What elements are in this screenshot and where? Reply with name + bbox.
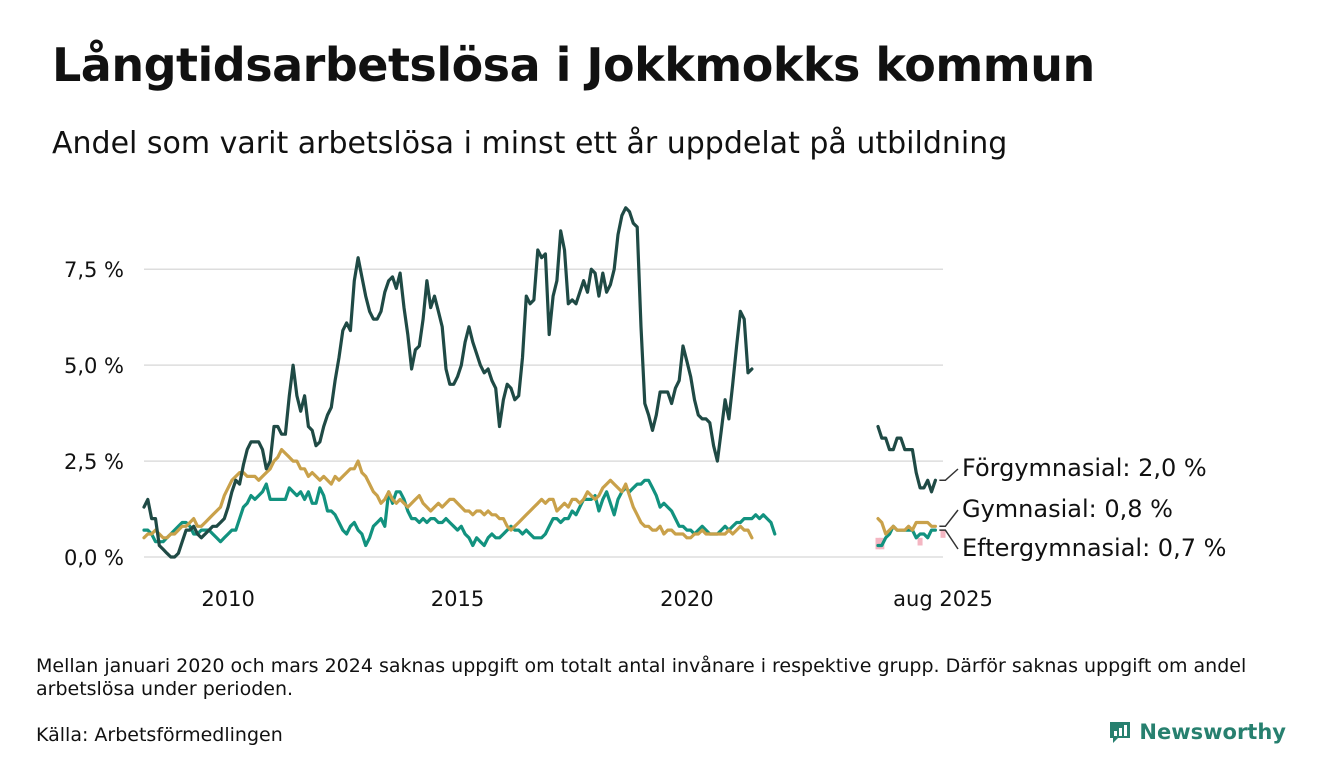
series-end-label: Gymnasial: 0,8 %	[962, 495, 1173, 523]
chart-bubble-icon	[1110, 722, 1131, 743]
source-label: Källa: Arbetsförmedlingen	[36, 724, 283, 746]
y-tick-label: 7,5 %	[64, 258, 124, 282]
newsworthy-logo: Newsworthy	[1107, 716, 1286, 748]
shaded-marker	[875, 537, 881, 550]
series-line-förgymnasial	[876, 424, 938, 494]
x-axis-labels: 2010 2015 2020 aug 2025	[201, 587, 992, 611]
series-line-förgymnasial	[142, 206, 754, 559]
x-tick-label: 2020	[660, 587, 713, 611]
chart-title: Långtidsarbetslösa i Jokkmokks kommun	[52, 38, 1095, 92]
series-line-gymnasial	[876, 516, 938, 536]
y-tick-label: 0,0 %	[64, 546, 124, 570]
label-leader-line	[939, 468, 959, 482]
series-lines	[142, 206, 938, 559]
shaded-marker	[940, 530, 946, 538]
line-chart: 0,0 % 2,5 % 5,0 % 7,5 % 2010 2015 2020 aug 202…	[64, 206, 1226, 611]
brand-name: Newsworthy	[1139, 720, 1286, 744]
y-tick-label: 5,0 %	[64, 354, 124, 378]
x-tick-label: 2010	[201, 587, 254, 611]
chart-subtitle: Andel som varit arbetslösa i minst ett å…	[52, 126, 1008, 161]
series-end-label: Eftergymnasial: 0,7 %	[962, 534, 1226, 562]
gridlines	[144, 268, 943, 558]
x-tick-label: 2015	[431, 587, 484, 611]
x-tick-label: aug 2025	[893, 587, 993, 611]
label-leader-line	[939, 529, 959, 550]
label-leader-line	[939, 509, 959, 528]
footnote: Mellan januari 2020 och mars 2024 saknas…	[36, 655, 1247, 700]
end-labels: Förgymnasial: 2,0 % Gymnasial: 0,8 % Efter…	[939, 454, 1226, 562]
shaded-marker	[917, 537, 923, 546]
y-axis-labels: 0,0 % 2,5 % 5,0 % 7,5 %	[64, 258, 124, 570]
series-line-eftergymnasial	[142, 478, 777, 548]
series-end-label: Förgymnasial: 2,0 %	[962, 454, 1207, 482]
y-tick-label: 2,5 %	[64, 450, 124, 474]
series-line-gymnasial	[142, 448, 754, 540]
